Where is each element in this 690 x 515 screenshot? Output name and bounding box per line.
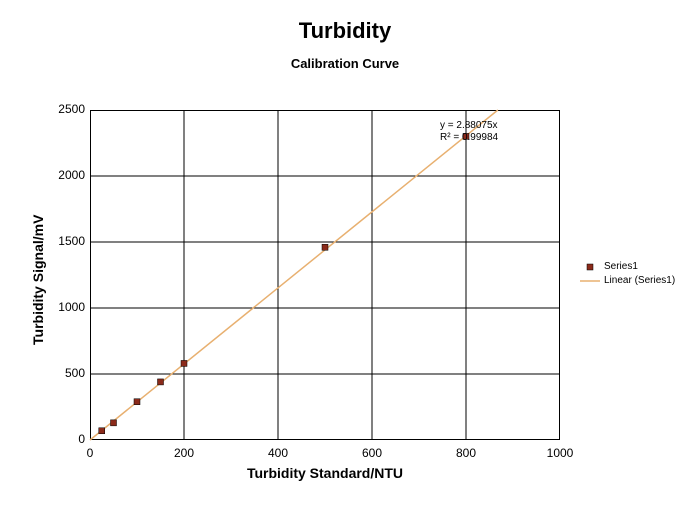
trendline-equation: y = 2.88075x R² = 0.99984 [440,120,498,144]
x-tick: 0 [75,446,105,460]
x-axis-label: Turbidity Standard/NTU [90,465,560,481]
data-point [322,244,328,250]
x-tick: 600 [357,446,387,460]
legend-line-icon [580,276,600,286]
y-tick: 2500 [45,102,85,116]
legend-label: Series1 [604,260,638,274]
y-tick: 0 [45,432,85,446]
chart-canvas: Turbidity Calibration Curve 020040060080… [0,0,690,515]
x-tick: 200 [169,446,199,460]
legend-label: Linear (Series1) [604,274,675,288]
data-point [111,420,117,426]
y-tick: 1000 [45,300,85,314]
y-axis-label: Turbidity Signal/mV [30,215,46,345]
data-point [134,399,140,405]
y-tick: 2000 [45,168,85,182]
data-point [181,360,187,366]
y-tick: 1500 [45,234,85,248]
legend-entry-trend: Linear (Series1) [580,274,675,288]
x-tick: 400 [263,446,293,460]
trendline [90,110,498,440]
legend: Series1 Linear (Series1) [580,260,675,288]
x-tick: 800 [451,446,481,460]
x-tick: 1000 [545,446,575,460]
y-tick: 500 [45,366,85,380]
data-point [158,379,164,385]
chart-svg [0,0,690,515]
legend-entry-series: Series1 [580,260,675,274]
data-point [99,428,105,434]
r2-line: R² = 0.99984 [440,132,498,144]
equation-line: y = 2.88075x [440,120,498,132]
legend-marker-icon [580,262,600,272]
